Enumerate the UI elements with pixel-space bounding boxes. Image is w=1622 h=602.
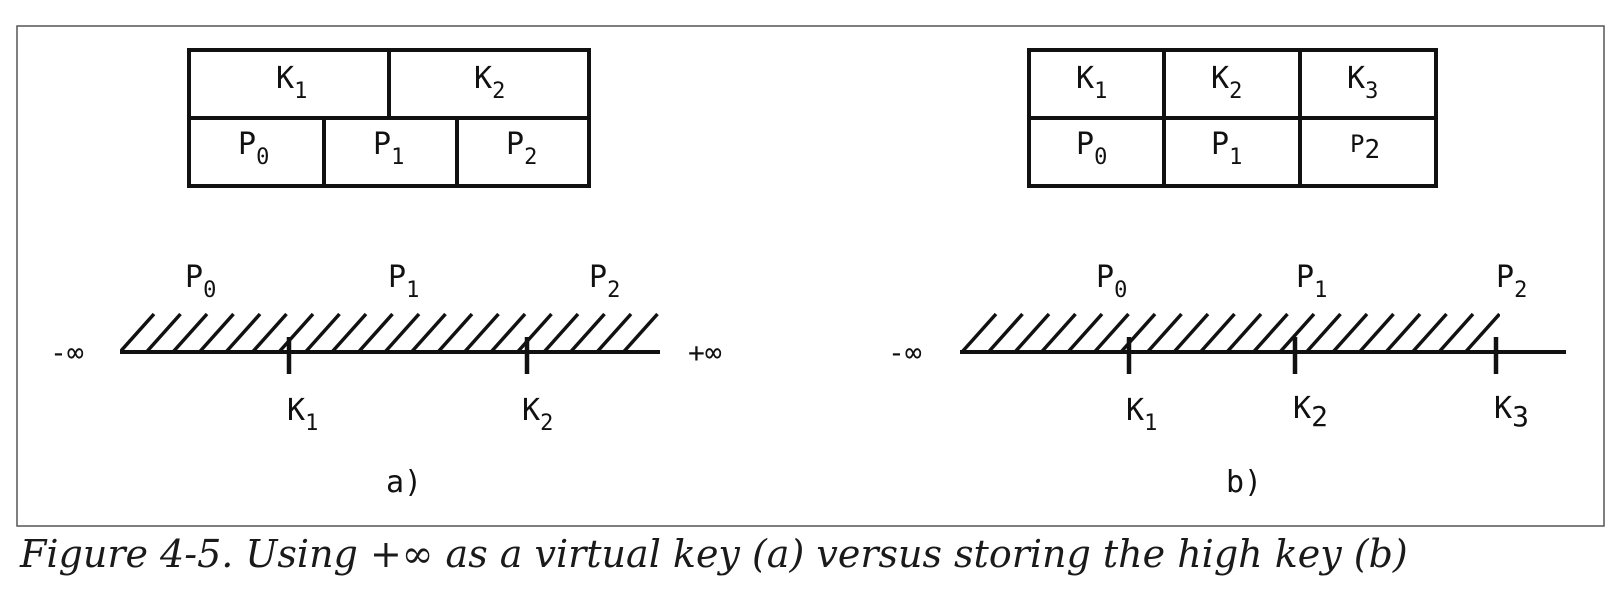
panel-b: K1 K2 K3 P0 P1 P2 P0 P1 P2 -∞ K1 K2 K3 b…: [888, 48, 1566, 500]
panel-a: K1 K2 P0 P1 P2 P0 P1 P2 -∞ +∞ K1 K2 a): [50, 48, 722, 500]
hatch-stroke: [1384, 312, 1422, 354]
hatch-stroke: [383, 312, 421, 354]
hatch-stroke: [1225, 312, 1263, 354]
neg-infinity-b: -∞: [888, 336, 922, 369]
range-a-label-0: P0: [185, 260, 216, 303]
hatch-stroke: [436, 312, 474, 354]
node-table-b: [1027, 48, 1438, 188]
hatch-stroke: [1146, 312, 1183, 354]
hatch-stroke: [1066, 312, 1104, 354]
node-b-key-2: K2: [1211, 61, 1242, 104]
hatch-stroke: [357, 312, 394, 354]
hatch-stroke: [251, 312, 288, 354]
node-a-pointer-2: P2: [506, 127, 537, 170]
hatch-stroke: [1278, 312, 1316, 354]
hatch-stroke: [224, 312, 262, 354]
hatch-stroke: [145, 312, 182, 354]
pos-infinity-a: +∞: [688, 336, 722, 369]
hatch-stroke: [569, 312, 606, 354]
hatch-stroke: [1013, 312, 1051, 354]
hatch-stroke: [1252, 312, 1289, 354]
hatch-stroke: [1305, 312, 1342, 354]
hatch-stroke: [1119, 312, 1157, 354]
hatch-stroke: [516, 312, 553, 354]
node-b-pointer-0: P0: [1076, 127, 1107, 170]
hatch-stroke: [304, 312, 341, 354]
hatch-stroke: [489, 312, 527, 354]
node-b-key-3: K3: [1347, 61, 1378, 104]
node-a-pointer-0: P0: [238, 127, 269, 170]
hatch-stroke: [1437, 312, 1475, 354]
hatch-stroke: [1172, 312, 1210, 354]
tick-b-label-k1: K1: [1126, 393, 1157, 436]
hatch-stroke: [987, 312, 1024, 354]
hatch-stroke: [542, 312, 580, 354]
hatch-stroke: [277, 312, 315, 354]
hatch-stroke: [198, 312, 235, 354]
node-b-pointer-1: P1: [1211, 127, 1242, 170]
range-b-label-2: P2: [1496, 260, 1527, 303]
hatch-stroke: [463, 312, 500, 354]
hatch-stroke: [1358, 312, 1395, 354]
hatch-stroke: [1040, 312, 1077, 354]
node-a-key-1: K1: [276, 61, 307, 104]
range-a-label-2: P2: [589, 260, 620, 303]
hatch-a: [120, 312, 659, 354]
hatch-stroke: [622, 312, 659, 354]
figure-frame: [16, 25, 1605, 527]
neg-infinity-a: -∞: [50, 336, 84, 369]
figure-caption: Figure 4-5. Using +∞ as a virtual key (a…: [20, 532, 1408, 576]
hatch-stroke: [1464, 312, 1500, 354]
node-table-a: [187, 48, 591, 188]
hatch-stroke: [120, 312, 156, 354]
tick-a-label-k2: K2: [522, 393, 553, 436]
node-a-key-2: K2: [474, 61, 505, 104]
hatch-stroke: [1331, 312, 1369, 354]
range-a-label-1: P1: [388, 260, 419, 303]
tick-a-label-k1: K1: [287, 393, 318, 436]
hatch-stroke: [171, 312, 209, 354]
tick-b-label-k2: K2: [1293, 391, 1328, 433]
node-b-key-1: K1: [1076, 61, 1107, 104]
hatch-b: [960, 312, 1500, 354]
panel-b-label: b): [1226, 465, 1262, 500]
node-a-pointer-1: P1: [373, 127, 404, 170]
panel-a-label: a): [386, 465, 422, 500]
range-b-label-1: P1: [1296, 260, 1327, 303]
node-b-pointer-2: P2: [1350, 130, 1380, 165]
range-b-label-0: P0: [1096, 260, 1127, 303]
hatch-stroke: [1411, 312, 1448, 354]
tick-b-label-k3: K3: [1494, 391, 1529, 433]
hatch-stroke: [1199, 312, 1236, 354]
hatch-stroke: [595, 312, 633, 354]
hatch-stroke: [960, 312, 998, 354]
hatch-stroke: [410, 312, 447, 354]
hatch-stroke: [330, 312, 368, 354]
hatch-stroke: [1093, 312, 1130, 354]
